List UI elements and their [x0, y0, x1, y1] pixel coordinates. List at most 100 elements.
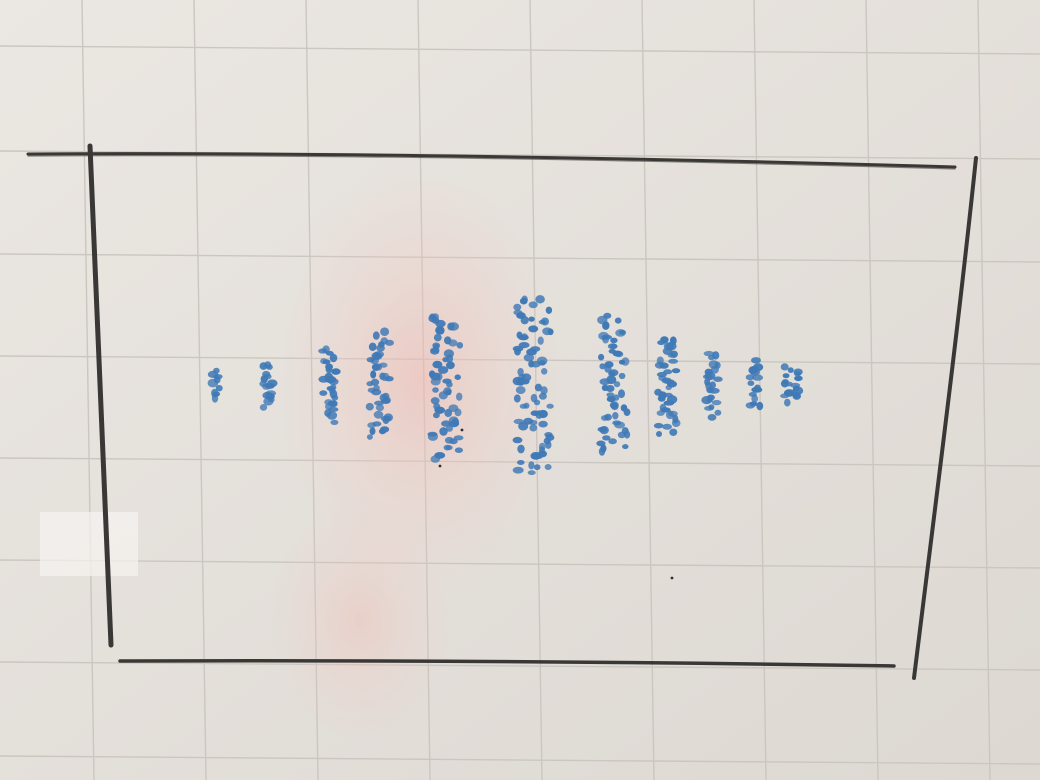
ink-dot [601, 415, 609, 421]
ink-dot [439, 391, 448, 399]
ink-dot [615, 351, 623, 357]
ink-dot [610, 338, 617, 344]
ink-dot [600, 426, 609, 434]
ink-dot [708, 355, 715, 360]
ink-dot [439, 427, 447, 436]
ink-dot [516, 386, 526, 394]
ink-dot [371, 389, 381, 396]
ink-dot [609, 369, 618, 376]
ink-dot [614, 381, 620, 387]
ink-dot [331, 368, 340, 375]
ink-dot [318, 376, 329, 383]
ink-dot [610, 344, 617, 349]
ink-dot [369, 343, 377, 351]
ink-dot [455, 409, 462, 417]
ink-dot [659, 391, 667, 399]
ink-dot [672, 419, 681, 427]
ink-dot [608, 438, 617, 444]
ink-dot [367, 434, 373, 440]
ink-dot [751, 357, 761, 363]
ink-dot [706, 398, 713, 403]
ink-dot [433, 412, 440, 418]
ink-dot [320, 358, 327, 364]
ink-dot [319, 390, 327, 396]
ink-dot [534, 464, 541, 470]
ink-dot [372, 364, 380, 371]
ink-dot [534, 400, 540, 406]
ink-dot [780, 394, 789, 399]
ink-dot [437, 326, 445, 334]
ink-dot [708, 414, 717, 421]
ink-dot [794, 376, 803, 382]
ink-dot [748, 380, 755, 386]
ink-dot [536, 410, 543, 419]
ink-dot [781, 363, 789, 370]
ink-dot [546, 404, 553, 409]
ink-dot [624, 408, 631, 416]
ink-dot [260, 362, 268, 370]
ink-dot [756, 402, 763, 411]
reflected-label-patch [40, 512, 138, 576]
ink-dot [611, 403, 618, 410]
ink-dot [521, 316, 529, 324]
ink-dot [432, 317, 440, 324]
ink-dot [619, 330, 626, 335]
ink-dot [669, 429, 677, 436]
ink-dot [655, 362, 665, 369]
ink-dot [751, 387, 762, 393]
ink-dot [546, 307, 552, 314]
ink-dot [521, 379, 530, 385]
stray-speck [461, 429, 464, 432]
ink-dot [431, 378, 441, 385]
ink-dot [327, 411, 337, 420]
ink-dot [670, 351, 678, 358]
ink-dot [517, 445, 524, 454]
ink-dot [434, 334, 442, 342]
ink-dot [370, 427, 376, 435]
ink-dot [657, 340, 665, 345]
ink-dot [529, 301, 538, 308]
ink-dot [793, 392, 802, 400]
ink-dot [449, 438, 457, 444]
ink-dot [538, 337, 544, 345]
ink-dot [615, 318, 622, 324]
ink-dot [370, 370, 376, 378]
ink-dot [752, 374, 763, 380]
ink-dot [709, 388, 720, 394]
ink-dot [383, 416, 390, 424]
stray-speck [439, 465, 442, 468]
ink-dot [548, 329, 554, 336]
ink-dot [376, 404, 384, 411]
ink-dot [431, 455, 441, 462]
ink-dot [517, 460, 525, 465]
ink-dot [545, 441, 551, 449]
ink-dot [715, 410, 722, 416]
ink-dot [520, 298, 528, 305]
ink-dot [545, 464, 552, 470]
ink-dot [446, 445, 453, 450]
ink-dot [331, 395, 338, 401]
ink-dot [457, 342, 464, 349]
ink-dot [379, 373, 385, 380]
ink-dot [529, 424, 537, 431]
ink-dot [456, 393, 462, 401]
ink-dot [663, 369, 672, 374]
ink-dot [538, 421, 547, 428]
ink-dot [528, 461, 534, 469]
ink-dot [783, 373, 790, 378]
ink-dot [602, 321, 609, 330]
ink-dot [541, 368, 547, 375]
ink-dot [622, 444, 628, 449]
ink-dot [444, 409, 452, 417]
ink-dot [599, 447, 605, 456]
ink-dot [600, 378, 611, 385]
ink-dot [521, 333, 528, 340]
ink-dot [751, 395, 758, 403]
ink-dot [621, 357, 629, 366]
ink-dot [513, 304, 521, 311]
ink-dot [539, 320, 547, 325]
ink-dot [784, 399, 791, 407]
ink-dot [528, 360, 534, 367]
ink-dot [713, 376, 722, 382]
ink-dot [601, 335, 612, 340]
